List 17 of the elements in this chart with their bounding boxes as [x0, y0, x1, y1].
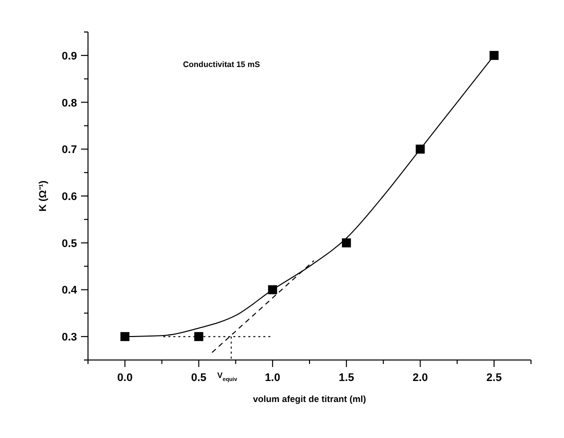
x-tick-label: 1.5: [338, 372, 354, 384]
y-tick-label: 0.8: [62, 97, 77, 110]
annotation: Conductivitat 15 mS: [183, 60, 261, 69]
y-tick-label: 0.3: [62, 332, 77, 344]
x-tick-label: 0.5: [191, 372, 206, 384]
x-tick-label: 0.0: [117, 372, 133, 384]
annotation: V$_{equiv}$: [217, 371, 238, 383]
x-tick-label: 1.0: [264, 372, 280, 384]
x-axis-title: volum afegit de titrant (ml): [252, 394, 366, 404]
y-tick-label: 0.4: [62, 284, 78, 297]
y-tick-label: 0.5: [62, 238, 77, 250]
x-tick-label: 2.5: [486, 372, 502, 384]
y-tick-label: 0.6: [62, 191, 77, 203]
y-tick-label: 0.7: [62, 144, 77, 156]
y-tick-label: 0.9: [62, 50, 77, 62]
x-tick-label: 2.0: [412, 372, 428, 384]
y-axis-title: K (Ω⁻¹): [38, 180, 49, 212]
